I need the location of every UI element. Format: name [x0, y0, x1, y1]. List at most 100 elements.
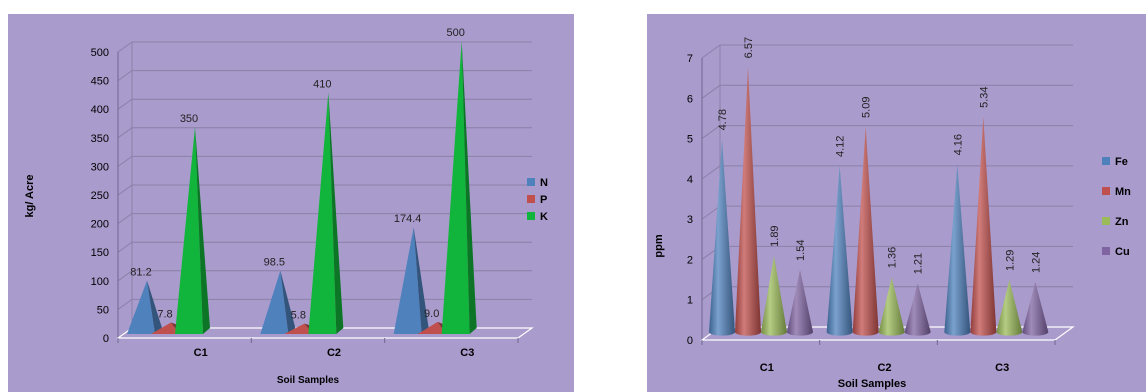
legend-label-K: K [540, 211, 548, 223]
y-tick-label: 0 [103, 333, 109, 345]
x-tick-label: C1 [194, 347, 208, 359]
bar-Fe-C3 [944, 164, 971, 336]
y-tick-label: 500 [91, 47, 109, 59]
y-tick-label: 400 [91, 104, 109, 116]
data-label: 1.21 [913, 253, 925, 274]
data-label: 410 [313, 78, 331, 90]
data-label: 1.89 [769, 225, 781, 246]
data-label: 4.16 [952, 134, 964, 155]
legend-swatch-K [527, 212, 535, 220]
legend-label-Cu: Cu [1115, 246, 1130, 258]
bar-Mn-C2 [852, 126, 879, 336]
bar-Zn-C3 [996, 280, 1023, 336]
y-tick-label: 5 [687, 134, 693, 146]
legend-swatch-Zn [1102, 217, 1110, 225]
gridline [701, 125, 721, 139]
y-tick-label: 0 [687, 335, 693, 347]
y-tick-label: 3 [687, 214, 693, 226]
bar-Cu-C3 [1022, 282, 1049, 336]
gridline [117, 213, 133, 225]
x-tick-label: C2 [327, 347, 341, 359]
data-label: 4.12 [835, 136, 847, 157]
y-tick-label: 1 [687, 295, 693, 307]
y-axis-title: kg/ Acre [24, 174, 36, 217]
data-label: 5.34 [978, 86, 990, 107]
x-tick-label: C3 [460, 347, 474, 359]
data-label: 174.4 [394, 213, 422, 225]
data-label: 350 [180, 113, 198, 125]
gridline [117, 41, 133, 53]
bar-K-C3-front [441, 41, 470, 334]
legend-swatch-Fe [1102, 157, 1110, 165]
bar-N-C2-front [260, 270, 289, 334]
data-label: 81.2 [130, 267, 151, 279]
bar-N-C1-side [147, 280, 162, 334]
bar-N-C2-side [280, 270, 296, 334]
micronutrient-chart-panel: 0 1 2 3 4 5 6 7 C1 C2 C3 Soil Samples ppm 4.78 4.12 4.1… [647, 14, 1146, 392]
data-label: 4.78 [717, 109, 729, 130]
data-label: 1.29 [1004, 250, 1016, 271]
gridline [117, 155, 133, 167]
gridline [117, 184, 133, 196]
bar-N-C3-side [413, 227, 429, 334]
data-label: 5.09 [861, 97, 873, 118]
y-tick-label: 350 [91, 133, 109, 145]
data-label: 98.5 [264, 257, 285, 269]
gridline [117, 70, 133, 82]
micronutrient-chart: 0 1 2 3 4 5 6 7 C1 C2 C3 Soil Samples ppm 4.78 4.12 4.1… [653, 37, 1131, 390]
gridline [117, 241, 133, 253]
y-tick-label: 250 [91, 190, 109, 202]
bar-P-C3-front [417, 321, 446, 334]
legend-label-N: N [540, 177, 548, 189]
x-tick-label: C3 [995, 362, 1009, 374]
y-axis-title: ppm [653, 234, 665, 257]
bar-K-C1-front [175, 126, 203, 334]
gridline [117, 270, 133, 282]
y-tick-label: 4 [687, 174, 693, 186]
data-label: 1.54 [795, 240, 807, 261]
y-tick-label: 6 [687, 93, 693, 105]
x-tick-label: C2 [877, 362, 891, 374]
y-tick-label: 2 [687, 254, 693, 266]
bar-Zn-C1 [761, 255, 787, 336]
x-tick-label: C1 [760, 362, 774, 374]
x-axis-title: Soil Samples [838, 378, 906, 390]
y-tick-label: 7 [687, 53, 693, 65]
bar-Zn-C2 [878, 277, 905, 336]
bar-Fe-C2 [826, 166, 853, 336]
data-label: 6.57 [743, 37, 755, 58]
bar-K-C2-front [308, 92, 337, 334]
bar-Mn-C1 [735, 67, 761, 336]
y-tick-label: 300 [91, 161, 109, 173]
data-label: 5.8 [291, 310, 306, 322]
bar-Mn-C3 [970, 116, 997, 336]
bar-Cu-C1 [787, 269, 813, 336]
y-tick-label: 150 [91, 247, 109, 259]
gridline [117, 127, 133, 139]
bar-K-C1-side [195, 126, 210, 334]
gridline [701, 44, 721, 59]
gridline [701, 165, 721, 180]
legend-swatch-Cu [1102, 247, 1110, 255]
data-label: 9.0 [424, 308, 439, 320]
bar-Fe-C1 [709, 139, 735, 336]
y-tick-label: 450 [91, 76, 109, 88]
bar-Cu-C2 [904, 283, 931, 336]
npk-chart-panel: 0 50 100 150 200 250 300 350 400 450 500 C1 C2 C3 Soil… [8, 14, 574, 392]
data-label: 500 [446, 27, 464, 39]
y-tick-label: 50 [97, 304, 109, 316]
gridline [701, 205, 721, 220]
bar-P-C2-front [284, 323, 313, 334]
y-tick-label: 200 [91, 219, 109, 231]
legend-label-Fe: Fe [1115, 156, 1128, 168]
bar-K-C3-side [461, 41, 477, 334]
data-label: 7.8 [157, 309, 172, 321]
bar-K-C2-side [328, 92, 344, 334]
data-label: 1.36 [887, 247, 899, 268]
legend-label-P: P [540, 194, 547, 206]
legend-swatch-Mn [1102, 187, 1110, 195]
legend-label-Mn: Mn [1115, 186, 1131, 198]
y-tick-label: 100 [91, 276, 109, 288]
legend-swatch-N [527, 178, 535, 186]
x-axis-title: Soil Samples [277, 375, 340, 386]
